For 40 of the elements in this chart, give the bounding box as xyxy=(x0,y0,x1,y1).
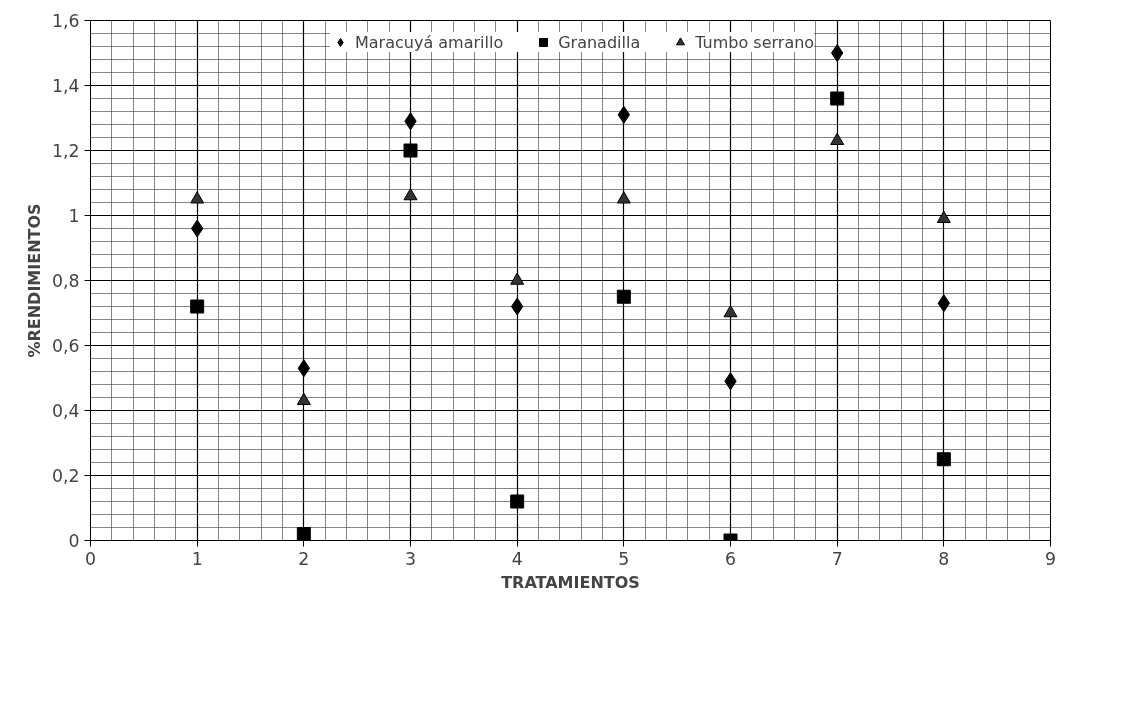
point xyxy=(296,392,311,405)
y-tick-label: 0,6 xyxy=(51,336,80,356)
legend-label: Tumbo serrano xyxy=(695,32,815,52)
point xyxy=(830,132,845,145)
x-tick-label: 0 xyxy=(84,548,97,569)
y-tick-label: 0,8 xyxy=(51,271,80,291)
y-tick-label: 1,6 xyxy=(51,11,80,31)
point xyxy=(190,299,205,314)
point xyxy=(831,44,844,62)
x-tick-label: 5 xyxy=(618,548,630,569)
point xyxy=(190,191,205,204)
y-axis-title: %RENDIMIENTOS xyxy=(24,203,44,358)
y-tick-label: 0,2 xyxy=(51,466,80,486)
x-tick-label: 4 xyxy=(511,548,523,569)
point xyxy=(723,304,738,318)
point xyxy=(936,452,951,467)
point xyxy=(510,494,525,509)
y-tick-label: 0,4 xyxy=(51,401,80,421)
legend-label: Granadilla xyxy=(558,32,641,52)
point xyxy=(403,143,418,158)
point xyxy=(296,527,311,541)
x-tick-label: 8 xyxy=(938,548,950,569)
x-tick-label: 9 xyxy=(1044,548,1057,569)
legend-label: Maracuyá amarillo xyxy=(355,32,504,52)
y-tick-label: 1,2 xyxy=(51,141,80,161)
x-tick-label: 7 xyxy=(831,548,843,569)
point xyxy=(403,187,418,201)
point xyxy=(830,91,845,106)
y-tick-label: 0 xyxy=(68,531,80,551)
point xyxy=(616,289,631,304)
point xyxy=(936,210,951,223)
x-tick-label: 6 xyxy=(724,548,737,569)
y-tick-label: 1 xyxy=(68,206,80,226)
point xyxy=(616,191,631,204)
x-axis-title: TRATAMIENTOS xyxy=(501,572,640,592)
x-tick-label: 3 xyxy=(404,548,417,569)
y-tick-label: 1,4 xyxy=(51,76,80,96)
point xyxy=(510,272,525,285)
x-tick-label: 2 xyxy=(298,548,310,569)
x-tick-label: 1 xyxy=(191,548,203,569)
